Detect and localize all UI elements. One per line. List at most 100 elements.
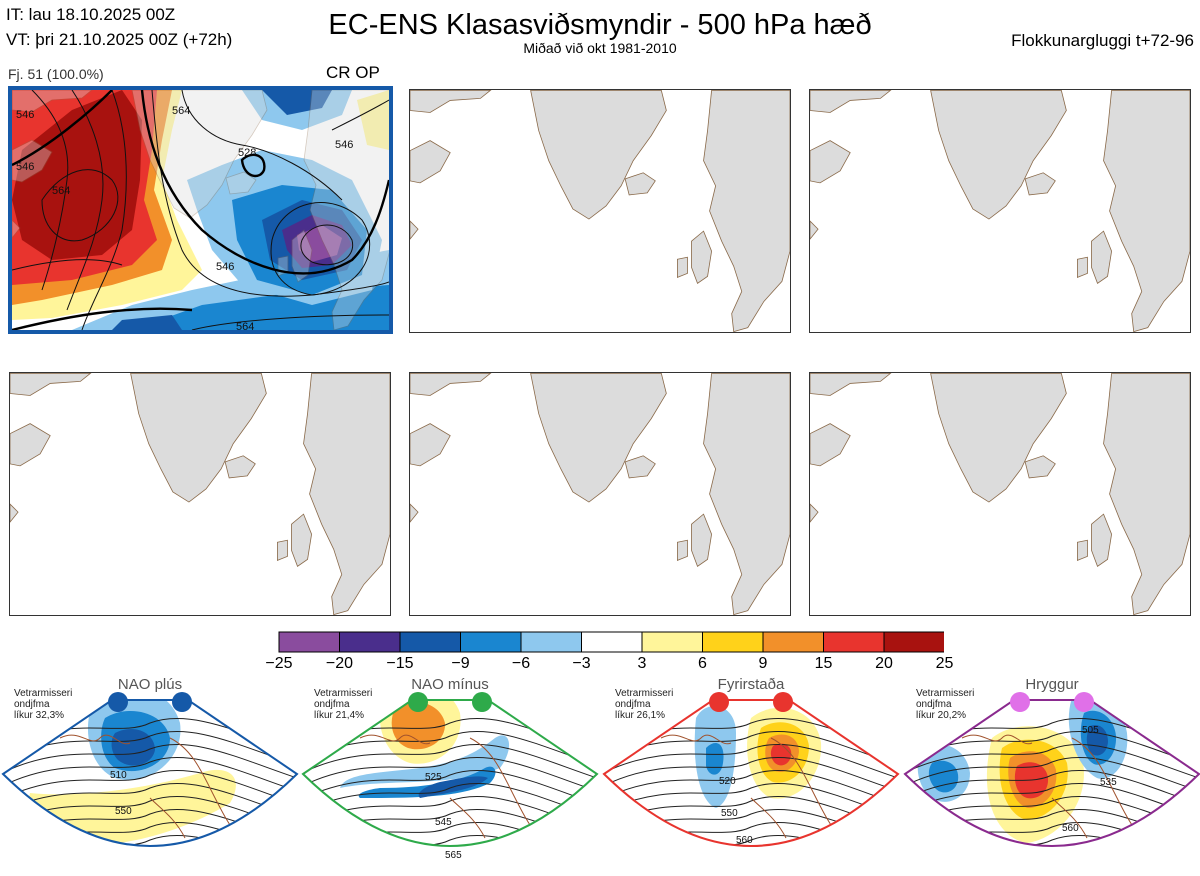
height-contour <box>905 821 1199 846</box>
anomaly-shading <box>1012 847 1047 857</box>
anomaly-shading <box>28 769 236 846</box>
regime-marker-dot <box>709 692 729 712</box>
regime-contour-label: 550 <box>721 808 738 819</box>
regime-map: 525 545 565 <box>300 678 600 871</box>
height-contour <box>905 756 1199 793</box>
regime-marker-dot <box>108 692 128 712</box>
regime-marker-dot <box>1074 692 1094 712</box>
colorbar-segment <box>460 631 522 653</box>
regime-note-line: ondjfma <box>314 699 350 710</box>
regime-note-line: líkur 21,4% <box>314 710 365 721</box>
regime-contour-label: 545 <box>435 817 452 828</box>
regime-note-line: Vetrarmisseri <box>615 688 674 699</box>
page-subtitle: Miðað við okt 1981-2010 <box>523 40 677 56</box>
colorbar-segment <box>520 631 582 653</box>
colorbar-tick-label: 9 <box>758 655 768 672</box>
regime-title: NAO mínus <box>411 676 489 693</box>
regime-map: 505 535 560 <box>902 678 1200 871</box>
anomaly-shading <box>706 743 724 775</box>
anomaly-colorbar <box>278 631 944 653</box>
anomaly-shading <box>358 766 496 798</box>
regime-contour-label: 565 <box>445 850 462 861</box>
height-contour <box>905 769 1199 806</box>
page-title: EC-ENS Klasasviðsmyndir - 500 hPa hæð <box>328 9 872 41</box>
init-time: IT: lau 18.10.2025 00Z <box>6 5 176 24</box>
regime-note-line: ondjfma <box>916 699 952 710</box>
regime-marker-dot <box>172 692 192 712</box>
regime-marker-dot <box>472 692 492 712</box>
regime-note-line: Vetrarmisseri <box>916 688 975 699</box>
regime-note: Vetrarmisseri ondjfma líkur 26,1% <box>615 688 673 721</box>
colorbar-segment <box>762 631 824 653</box>
regime-outline <box>602 699 900 847</box>
height-contour <box>303 795 597 832</box>
regime-contour-label: 560 <box>736 835 753 846</box>
colorbar-tick-label: −9 <box>451 655 470 672</box>
anomaly-shading <box>928 760 959 793</box>
regime-note-line: líkur 20,2% <box>916 710 967 721</box>
regime-contour-label: 535 <box>1100 777 1117 788</box>
colorbar-tick-label: −3 <box>572 655 591 672</box>
colorbar-tick-label: −6 <box>511 655 531 672</box>
regime-fan-chart: 520 550 560 <box>602 692 900 847</box>
height-contour <box>3 769 297 806</box>
colorbar-tick-label: 3 <box>637 655 647 672</box>
regime-marker-dot <box>408 692 428 712</box>
anomaly-shading <box>391 702 446 750</box>
regime-title: Fyrirstaða <box>717 676 785 693</box>
regime-title: NAO plús <box>117 676 183 693</box>
valid-time: VT: þri 21.10.2025 00Z (+72h) <box>6 30 233 49</box>
colorbar-tick-label: 15 <box>814 655 833 672</box>
contour-label: 564 <box>52 185 70 197</box>
height-contour <box>303 756 597 793</box>
cluster-map-4 <box>9 372 391 616</box>
height-contour <box>303 730 597 767</box>
cluster-name-label: CR OP <box>326 63 380 82</box>
cluster-map-1: 546 564 528 546 546 564 546 564 <box>8 86 393 334</box>
regime-outline <box>903 699 1200 847</box>
colorbar-tick-label: −20 <box>325 655 354 672</box>
regime-outline <box>1 699 299 847</box>
regime-contour-label: 550 <box>115 806 132 817</box>
regime-map: 520 550 560 <box>601 678 901 871</box>
height-contour <box>303 782 597 819</box>
height-contour <box>3 730 297 767</box>
regime-fan-chart: 510 550 <box>1 692 299 847</box>
colorbar-tick-label: 25 <box>935 655 954 672</box>
regime-note: Vetrarmisseri ondjfma líkur 21,4% <box>314 688 372 721</box>
regime-contour-label: 560 <box>1062 823 1079 834</box>
regime-note: Vetrarmisseri ondjfma líkur 20,2% <box>916 688 974 721</box>
contour-label: 564 <box>172 105 190 117</box>
regime-marker-dot <box>773 692 793 712</box>
colorbar-segment <box>641 631 703 653</box>
height-contour <box>905 834 1199 846</box>
regime-contour-label: 525 <box>425 772 442 783</box>
regime-note: Vetrarmisseri ondjfma líkur 32,3% <box>14 688 72 721</box>
regime-contour-label: 520 <box>719 776 736 787</box>
height-contour <box>604 743 898 780</box>
height-contour <box>905 730 1199 767</box>
cluster-members-label: Fj. 51 (100.0%) <box>8 66 104 82</box>
contour-label: 546 <box>335 139 353 151</box>
regime-note-line: Vetrarmisseri <box>314 688 373 699</box>
contour-label: 546 <box>216 261 234 273</box>
regime-map: 510 550 <box>0 678 300 871</box>
cluster-map-3 <box>809 89 1191 333</box>
height-contour <box>604 756 898 793</box>
colorbar-segment <box>581 631 643 653</box>
height-contour <box>905 795 1199 832</box>
cluster-map-6 <box>809 372 1191 616</box>
colorbar-segment <box>339 631 401 653</box>
contour-label: 546 <box>16 161 34 173</box>
regime-note-line: Vetrarmisseri <box>14 688 73 699</box>
anomaly-shading <box>340 735 510 788</box>
height-contour <box>303 834 597 846</box>
regime-outline <box>301 699 599 847</box>
colorbar-segment <box>399 631 461 653</box>
height-contour <box>3 743 297 780</box>
regime-title: Hryggur <box>1025 676 1079 693</box>
regime-note-line: ondjfma <box>615 699 651 710</box>
height-contour <box>604 730 898 767</box>
height-contour <box>3 834 297 846</box>
regime-note-line: líkur 32,3% <box>14 710 65 721</box>
